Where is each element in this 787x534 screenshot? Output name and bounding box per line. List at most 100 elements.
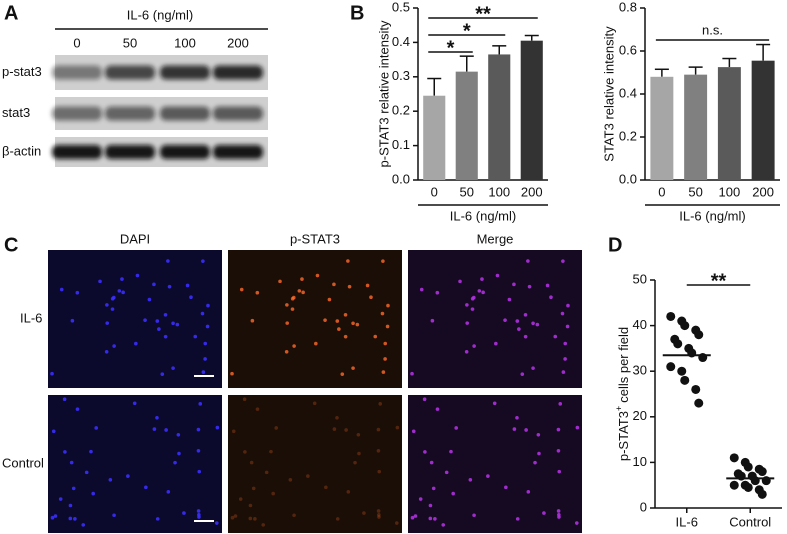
nucleus <box>147 297 152 302</box>
nucleus <box>542 511 546 515</box>
nucleus <box>524 428 528 432</box>
nucleus <box>176 433 181 437</box>
nucleus <box>144 485 148 490</box>
nucleus <box>203 341 208 346</box>
y-axis-label: p-STAT3 relative intensity <box>376 20 391 167</box>
nucleus <box>337 327 341 331</box>
nucleus <box>214 521 219 525</box>
nucleus <box>561 370 566 374</box>
nucleus <box>98 279 102 284</box>
significance-label: * <box>447 37 455 59</box>
nucleus <box>231 429 236 434</box>
y-axis-label: STAT3 relative intensity <box>601 26 616 162</box>
blot-band <box>105 106 155 121</box>
nucleus <box>428 503 433 508</box>
nucleus <box>410 371 414 376</box>
dot <box>757 489 767 499</box>
nucleus <box>515 415 519 420</box>
y-tick-label: 40 <box>633 317 647 332</box>
column-label: p-STAT3 <box>290 231 340 246</box>
y-tick-label: 0.5 <box>392 0 410 14</box>
nucleus <box>94 426 99 430</box>
nucleus <box>377 515 381 519</box>
nucleus <box>362 511 366 515</box>
nucleus <box>164 428 168 432</box>
nucleus <box>369 295 373 299</box>
nucleus <box>465 303 469 307</box>
nucleus <box>155 319 160 323</box>
nucleus <box>356 433 361 437</box>
nucleus <box>261 523 266 527</box>
nucleus <box>206 303 210 308</box>
nucleus <box>269 449 273 454</box>
nucleus <box>189 295 193 299</box>
nucleus <box>290 296 295 301</box>
nucleus <box>68 503 73 508</box>
nucleus <box>248 516 253 521</box>
nucleus <box>197 515 201 519</box>
nucleus <box>288 477 293 482</box>
lane-label: 100 <box>174 35 196 50</box>
nucleus <box>566 303 570 308</box>
nucleus <box>378 402 383 406</box>
nucleus <box>394 521 399 525</box>
bar <box>488 54 511 180</box>
y-axis-label: p-STAT3+ cells per field <box>614 327 631 461</box>
y-label-main: p-STAT3 <box>616 411 631 461</box>
y-tick-label: 0.2 <box>392 103 410 118</box>
y-tick-label: 0.4 <box>392 34 410 49</box>
nucleus <box>251 486 256 491</box>
blot-band <box>213 145 263 159</box>
nucleus <box>515 517 520 521</box>
x-tick-label: Control <box>729 514 771 529</box>
nucleus <box>50 515 55 520</box>
nucleus <box>51 429 56 434</box>
nucleus <box>255 407 260 411</box>
nucleus <box>117 289 122 293</box>
nucleus <box>343 313 348 317</box>
nucleus <box>112 513 116 518</box>
blot-band <box>213 65 263 80</box>
nucleus <box>120 277 124 281</box>
nucleus <box>464 349 469 354</box>
nucleus <box>297 289 302 293</box>
y-tick-label: 0.1 <box>392 137 410 152</box>
nucleus <box>306 474 310 478</box>
nucleus <box>155 415 159 420</box>
nucleus <box>160 372 165 376</box>
nucleus <box>201 259 205 263</box>
nucleus <box>575 425 580 430</box>
nucleus <box>285 321 290 325</box>
y-tick-label: 0.8 <box>619 0 637 14</box>
blot-row-label: p-stat3 <box>2 64 42 79</box>
nucleus <box>163 313 168 317</box>
nucleus <box>560 311 565 316</box>
nucleus <box>512 427 517 431</box>
nucleus <box>108 477 113 482</box>
nucleus <box>73 517 77 521</box>
significance-label: n.s. <box>702 22 723 37</box>
nucleus <box>230 371 234 376</box>
nucleus <box>386 303 390 308</box>
nucleus <box>527 284 532 289</box>
nucleus <box>441 523 446 527</box>
nucleus <box>59 287 64 292</box>
nucleus <box>481 290 485 295</box>
nucleus <box>201 370 206 374</box>
x-tick-label: 50 <box>688 184 702 199</box>
x-tick-label: 0 <box>658 184 665 199</box>
nucleus <box>249 460 254 465</box>
nucleus <box>526 259 530 263</box>
nucleus <box>449 449 453 454</box>
x-tick-label: 50 <box>460 184 474 199</box>
nucleus <box>243 450 247 454</box>
y-tick-label: 30 <box>633 363 647 378</box>
nucleus <box>561 259 565 263</box>
nucleus <box>242 397 247 402</box>
y-tick-label: 0.0 <box>392 171 410 186</box>
nucleus <box>376 427 381 432</box>
nucleus <box>196 427 201 432</box>
nucleus <box>248 503 253 508</box>
lane-label: 200 <box>227 35 249 50</box>
nucleus <box>205 324 210 329</box>
